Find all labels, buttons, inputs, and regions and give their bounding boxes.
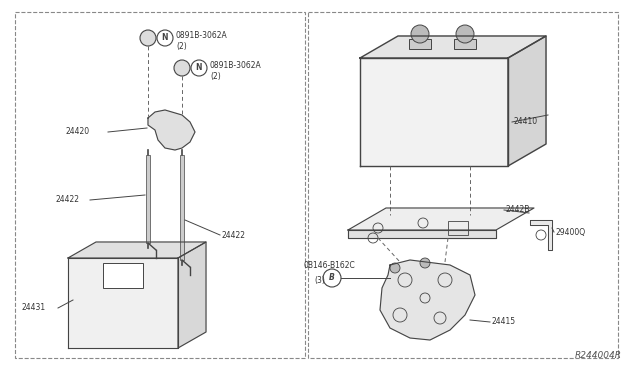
Text: N: N [196,64,202,73]
Polygon shape [380,260,475,340]
Text: 24422: 24422 [55,196,79,205]
Text: (2): (2) [176,42,187,51]
Bar [103,263,143,288]
Bar [15,12,305,358]
Polygon shape [348,208,534,230]
Text: 2442B: 2442B [506,205,531,215]
Text: 29400Q: 29400Q [556,228,586,237]
Text: N: N [162,33,168,42]
Circle shape [174,60,190,76]
Polygon shape [178,242,206,348]
Polygon shape [348,230,496,238]
Text: B: B [329,273,335,282]
Circle shape [420,258,430,268]
Bar [308,12,618,358]
Text: (2): (2) [210,71,221,80]
Bar [454,39,476,49]
Bar [448,221,468,235]
Polygon shape [530,220,552,250]
Text: 24431: 24431 [22,304,46,312]
Polygon shape [360,58,508,166]
Text: 0891B-3062A: 0891B-3062A [210,61,262,71]
Polygon shape [68,258,178,348]
Circle shape [140,30,156,46]
Circle shape [456,25,474,43]
Text: 24422: 24422 [222,231,246,240]
Text: 0B146-B162C: 0B146-B162C [304,262,356,270]
Text: 24420: 24420 [65,128,89,137]
Polygon shape [360,36,546,58]
Polygon shape [148,110,195,150]
Bar [409,39,431,49]
Polygon shape [68,242,206,258]
Bar [180,155,184,260]
Text: R244004R: R244004R [575,351,622,360]
Text: 24410: 24410 [514,118,538,126]
Polygon shape [508,36,546,166]
Circle shape [411,25,429,43]
Text: (3): (3) [314,276,325,285]
Bar [146,155,150,243]
Text: 0891B-3062A: 0891B-3062A [176,32,228,41]
Text: 24415: 24415 [492,317,516,327]
Circle shape [390,263,400,273]
